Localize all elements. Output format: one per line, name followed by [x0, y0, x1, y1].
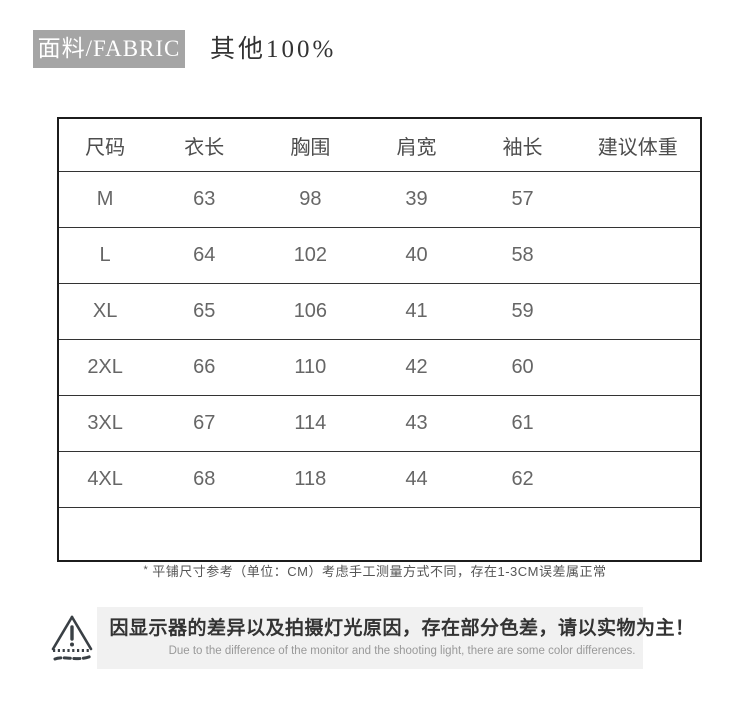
size-cell: 3XL — [87, 412, 123, 434]
shoulder-cell: 39 — [405, 188, 428, 210]
table-row-2xl: 2XL 66 110 42 60 — [58, 340, 701, 396]
size-cell: XL — [92, 300, 118, 322]
column-header-weight: 建议体重 — [597, 136, 678, 159]
length-cell: 64 — [193, 244, 216, 266]
size-cell: L — [99, 244, 111, 266]
size-cell: 4XL — [87, 468, 123, 490]
sleeve-cell: 60 — [511, 356, 534, 378]
empty-cell — [58, 508, 701, 562]
length-cell: 65 — [193, 300, 216, 322]
shoulder-cell: 40 — [405, 244, 428, 266]
fabric-label-badge: 面料/FABRIC — [33, 30, 185, 68]
size-cell: M — [96, 188, 114, 210]
chest-cell: 110 — [294, 356, 327, 378]
column-header-size: 尺码 — [85, 136, 126, 159]
length-cell: 67 — [193, 412, 216, 434]
weight-cell — [576, 172, 701, 228]
chest-cell: 98 — [299, 188, 322, 210]
sleeve-cell: 61 — [511, 412, 534, 434]
color-difference-disclaimer: 因显示器的差异以及拍摄灯光原因，存在部分色差，请以实物为主！ Due to th… — [51, 607, 694, 669]
length-cell: 68 — [193, 468, 216, 490]
disclaimer-text-block: 因显示器的差异以及拍摄灯光原因，存在部分色差，请以实物为主！ Due to th… — [110, 617, 695, 659]
table-header-row: 尺码 衣长 胸围 肩宽 袖长 建议体重 — [58, 118, 701, 172]
weight-cell — [576, 228, 701, 284]
measurement-note: * 平铺尺寸参考（单位：CM）考虑手工测量方式不同，存在1-3CM误差属正常 — [0, 561, 750, 580]
size-cell: 2XL — [87, 356, 123, 378]
weight-cell — [576, 452, 701, 508]
table-row-xl: XL 65 106 41 59 — [58, 284, 701, 340]
shoulder-cell: 41 — [405, 300, 428, 322]
size-chart-table: 尺码 衣长 胸围 肩宽 袖长 建议体重 M 63 98 39 57 L 64 1… — [57, 117, 702, 562]
weight-cell — [576, 284, 701, 340]
column-header-chest: 胸围 — [290, 136, 331, 159]
table-filler-row — [58, 508, 701, 562]
shoulder-cell: 43 — [405, 412, 428, 434]
disclaimer-english-text: Due to the difference of the monitor and… — [168, 645, 636, 657]
column-header-sleeve: 袖长 — [502, 136, 543, 159]
length-cell: 63 — [193, 188, 216, 210]
note-asterisk: * — [143, 564, 149, 576]
shoulder-cell: 44 — [405, 468, 428, 490]
chest-cell: 106 — [293, 300, 328, 322]
sleeve-cell: 59 — [511, 300, 534, 322]
sleeve-cell: 57 — [511, 188, 534, 210]
table-row-m: M 63 98 39 57 — [58, 172, 701, 228]
chest-cell: 102 — [293, 244, 328, 266]
weight-cell — [576, 396, 701, 452]
table-row-4xl: 4XL 68 118 44 62 — [58, 452, 701, 508]
column-header-shoulder: 肩宽 — [396, 136, 437, 159]
weight-cell — [576, 340, 701, 396]
shoulder-cell: 42 — [405, 356, 428, 378]
sleeve-cell: 58 — [511, 244, 534, 266]
table-row-l: L 64 102 40 58 — [58, 228, 701, 284]
sleeve-cell: 62 — [511, 468, 534, 490]
chest-cell: 118 — [294, 468, 327, 490]
column-header-length: 衣长 — [184, 136, 225, 159]
disclaimer-chinese-text: 因显示器的差异以及拍摄灯光原因，存在部分色差，请以实物为主！ — [109, 618, 695, 639]
note-text: 平铺尺寸参考（单位：CM）考虑手工测量方式不同，存在1-3CM误差属正常 — [152, 564, 607, 579]
fabric-composition-value: 其他100% — [210, 36, 337, 63]
chest-cell: 114 — [294, 412, 327, 434]
warning-triangle-icon — [46, 613, 98, 663]
length-cell: 66 — [193, 356, 216, 378]
table-row-3xl: 3XL 67 114 43 61 — [58, 396, 701, 452]
